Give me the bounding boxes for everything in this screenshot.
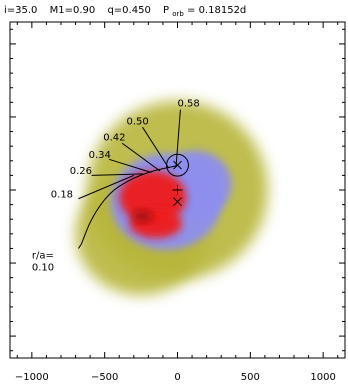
x-tick-label: 1000 bbox=[310, 372, 335, 383]
header-mass-ratio: q=0.450 bbox=[107, 5, 150, 16]
label-leader-line bbox=[78, 243, 82, 249]
overlay-annotations: r/a=0.10 0.18 0.26 0.34 0.420.50 0.58 bbox=[32, 99, 200, 274]
header-inclination: i=35.0 bbox=[4, 5, 37, 16]
label-leader-line bbox=[78, 174, 134, 200]
label-leader-line bbox=[175, 109, 181, 167]
header-period-value: = 0.18152d bbox=[187, 5, 246, 16]
axes: −1000 −500 0 500 1000 bbox=[10, 22, 345, 383]
stream-radius-label: 0.18 bbox=[51, 189, 73, 200]
stream-radius-label: 0.58 bbox=[178, 99, 200, 110]
gas-stream-trajectory bbox=[80, 165, 177, 245]
stream-radius-label: 0.34 bbox=[89, 150, 111, 161]
header-primary-mass: M1=0.90 bbox=[50, 5, 96, 16]
intensity-blob-peak bbox=[132, 210, 153, 223]
header-period-symbol: P bbox=[163, 5, 169, 16]
header-period-subscript: orb bbox=[172, 10, 184, 18]
intensity-map bbox=[75, 100, 268, 296]
stream-radius-label: 0.42 bbox=[103, 132, 125, 143]
x-tick-label: 0 bbox=[174, 372, 180, 383]
label-leader-line bbox=[91, 173, 143, 176]
stream-radius-label-value: 0.10 bbox=[32, 263, 54, 274]
marker-cross-2 bbox=[173, 197, 182, 207]
label-leader-line bbox=[121, 142, 161, 172]
label-leader-line bbox=[142, 126, 170, 169]
stream-radius-label: r/a= bbox=[32, 251, 54, 262]
stream-radius-label: 0.50 bbox=[127, 116, 149, 127]
marker-plus-1 bbox=[172, 185, 183, 195]
intensity-blob-high bbox=[119, 171, 187, 224]
marker-cross-0 bbox=[173, 160, 182, 170]
x-tick-label: −1000 bbox=[15, 372, 49, 383]
label-leader-line bbox=[108, 158, 152, 173]
figure-header: i=35.0 M1=0.90 q=0.450 P orb = 0.18152d bbox=[4, 5, 246, 19]
x-tick-label: 500 bbox=[241, 372, 260, 383]
stream-radius-label: 0.26 bbox=[70, 166, 92, 177]
x-tick-label: −500 bbox=[91, 372, 118, 383]
